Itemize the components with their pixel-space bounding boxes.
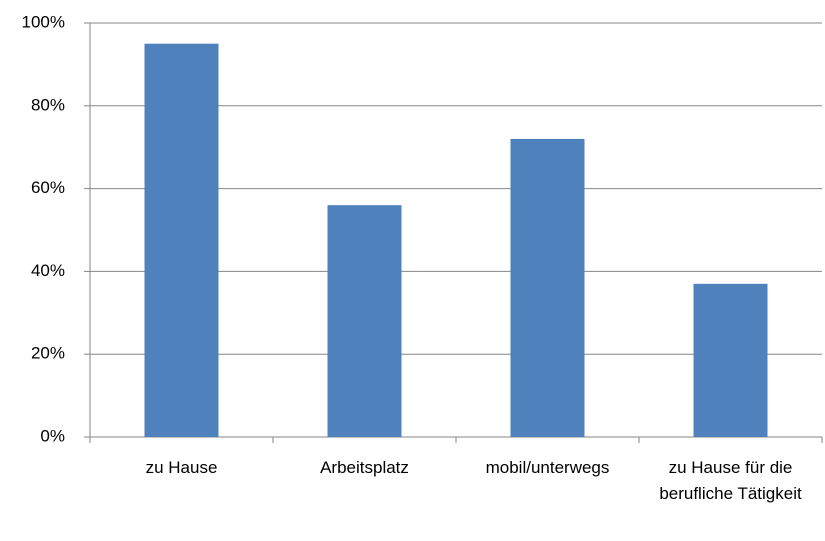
bar [327, 205, 402, 437]
x-tick-label: zu Hause [145, 458, 218, 477]
x-tick-label: mobil/unterwegs [485, 458, 610, 477]
bar [510, 138, 585, 438]
y-tick-label: 20% [31, 344, 65, 363]
y-tick-label: 100% [22, 12, 65, 31]
bar [693, 283, 768, 437]
y-tick-label: 80% [31, 95, 65, 114]
y-tick-label: 60% [31, 178, 65, 197]
x-tick-label: zu Hause für die berufliche Tätigkeit [659, 458, 802, 503]
y-tick-label: 40% [31, 261, 65, 280]
y-tick-label: 0% [40, 426, 65, 445]
bar [144, 43, 219, 437]
x-tick-label: Arbeitsplatz [320, 458, 409, 477]
